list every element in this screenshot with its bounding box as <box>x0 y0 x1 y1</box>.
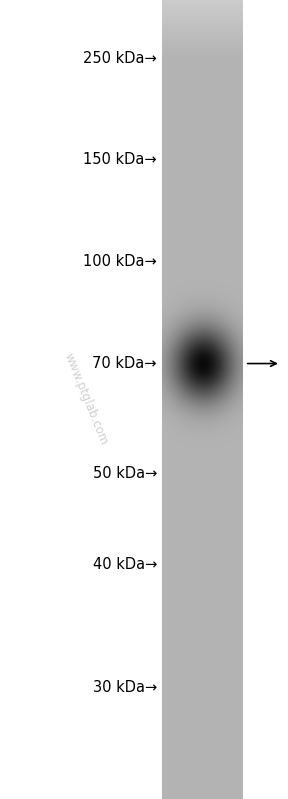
Text: 40 kDa→: 40 kDa→ <box>92 558 157 572</box>
Text: 100 kDa→: 100 kDa→ <box>83 254 157 268</box>
Text: 50 kDa→: 50 kDa→ <box>92 466 157 480</box>
Text: 250 kDa→: 250 kDa→ <box>83 51 157 66</box>
Text: 70 kDa→: 70 kDa→ <box>92 356 157 371</box>
Text: www.ptglab.com: www.ptglab.com <box>62 352 111 447</box>
Text: 30 kDa→: 30 kDa→ <box>93 680 157 694</box>
Text: 150 kDa→: 150 kDa→ <box>83 153 157 167</box>
